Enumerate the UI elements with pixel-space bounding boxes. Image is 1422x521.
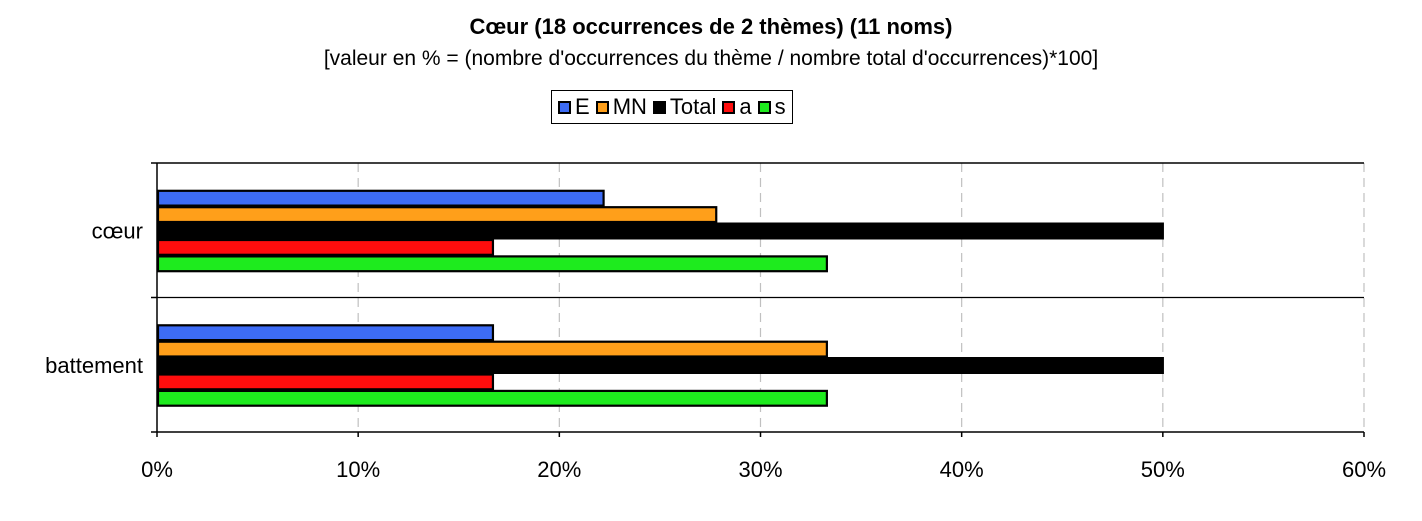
legend-swatch [652,100,666,114]
legend-item: MN [595,94,647,120]
legend-swatch [595,100,609,114]
bar [156,222,1164,240]
bar [156,255,828,273]
chart-subtitle: [valeur en % = (nombre d'occurrences du … [323,47,1099,70]
legend: E MN Total a s [551,90,793,124]
x-tick-label: 20% [537,457,581,482]
legend-item: s [757,94,786,120]
chart-title: Cœur (18 occurrences de 2 thèmes) (11 no… [469,14,953,39]
x-tick-label: 10% [336,457,380,482]
x-tick-label: 0% [141,457,173,482]
legend-swatch [558,100,571,114]
bar [156,189,605,207]
legend-label: a [739,94,752,119]
bar [156,340,828,358]
legend-item: E [558,94,590,120]
legend-label: MN [612,94,647,119]
x-tick-label: 60% [1342,457,1386,482]
x-tick-label: 50% [1141,457,1185,482]
bar [156,373,495,391]
legend-label: E [575,94,590,119]
legend-item: Total [652,94,717,120]
legend-label: Total [669,94,717,119]
legend-label: s [774,94,786,119]
x-tick-label: 40% [940,457,984,482]
category-label: battement [45,353,143,378]
bar [156,238,495,256]
bar [156,357,1164,375]
bar [156,389,828,407]
x-tick-label: 30% [738,457,782,482]
category-label: cœur [92,218,143,243]
legend-swatch [757,100,771,114]
bar [156,206,718,224]
bar [156,324,495,342]
legend-item: a [722,94,752,120]
legend-swatch [722,100,736,114]
